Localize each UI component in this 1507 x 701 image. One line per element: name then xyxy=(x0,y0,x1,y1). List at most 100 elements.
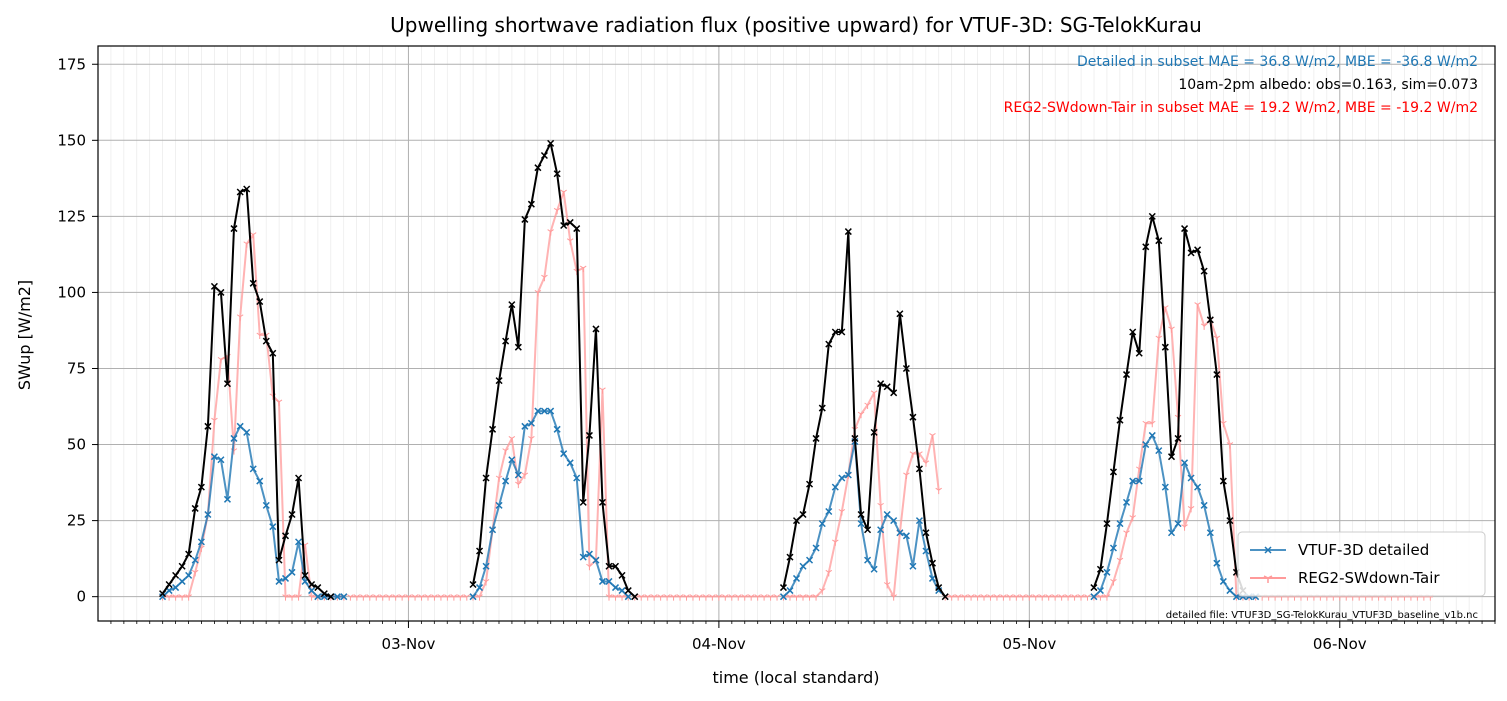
vtuf-3d-detailed-point xyxy=(476,584,484,592)
y-tick-label: 150 xyxy=(57,131,86,149)
observed-point xyxy=(825,340,833,348)
reg2-baseline-marker xyxy=(741,594,748,601)
reg2-baseline-marker xyxy=(392,594,399,601)
reg2-baseline-marker xyxy=(650,594,658,601)
observed-point xyxy=(1161,343,1169,351)
reg2-swdown-tair-point xyxy=(275,399,283,406)
vtuf-3d-detailed-point xyxy=(204,510,212,519)
reg2-swdown-tair-point xyxy=(178,594,186,601)
observed-point xyxy=(877,380,885,388)
reg2-swdown-tair-point xyxy=(599,387,606,394)
observed-point xyxy=(605,562,613,570)
vtuf-3d-detailed-point xyxy=(890,517,898,525)
x-tick-label: 04-Nov xyxy=(692,635,746,653)
annotation-detailed: Detailed in subset MAE = 36.8 W/m2, MBE … xyxy=(1077,54,1478,70)
reg2-swdown-tair-point xyxy=(1200,323,1208,330)
reg2-swdown-tair-point xyxy=(605,594,613,601)
legend: VTUF-3D detailed REG2-SWdown-Tair xyxy=(1237,531,1486,597)
observed-point xyxy=(540,151,548,160)
observed-point xyxy=(320,590,328,598)
reg2-swdown-tair-point xyxy=(799,594,807,601)
vtuf-3d-detailed-point xyxy=(560,450,568,458)
observed-point xyxy=(579,498,587,506)
observed-point xyxy=(890,389,898,397)
vtuf-3d-detailed-point xyxy=(281,574,290,582)
observed-point xyxy=(295,474,303,482)
vtuf-3d-detailed-point xyxy=(540,407,548,415)
legend-marker-reg2 xyxy=(1263,575,1273,583)
vtuf-3d-detailed-point xyxy=(178,577,186,585)
observed-point xyxy=(172,571,180,579)
observed-point xyxy=(838,328,846,336)
observed-point xyxy=(573,225,581,233)
reg2-baseline-marker xyxy=(993,594,1001,601)
reg2-baseline-marker xyxy=(734,594,742,601)
reg2-baseline-marker xyxy=(457,594,464,601)
observed-point xyxy=(624,587,632,595)
reg2-baseline-marker xyxy=(450,594,458,601)
observed-point xyxy=(514,343,522,351)
vtuf-3d-detailed-point xyxy=(922,547,930,555)
reg2-baseline-marker xyxy=(1045,594,1052,601)
observed-point xyxy=(902,364,910,373)
reg2-swdown-tair-point xyxy=(890,594,897,601)
vtuf-3d-detailed-point xyxy=(172,584,180,592)
vtuf-3d-detailed-point xyxy=(308,587,316,595)
vtuf-3d-detailed-point xyxy=(1116,520,1124,528)
x-tick-label: 06-Nov xyxy=(1313,635,1367,653)
vtuf-3d-detailed-point xyxy=(915,517,923,525)
reg2-baseline-marker xyxy=(657,594,664,601)
reg2-baseline-marker xyxy=(767,594,774,601)
observed-point xyxy=(178,562,186,570)
reg2-baseline-marker xyxy=(411,594,419,601)
observed-point xyxy=(560,221,568,230)
vtuf-3d-detailed-point xyxy=(566,459,574,467)
y-tick-label: 175 xyxy=(57,55,86,73)
vtuf-3d-detailed-point xyxy=(1135,477,1143,485)
reg2-swdown-tair-point xyxy=(566,238,574,245)
observed-point xyxy=(489,425,497,433)
observed-point xyxy=(1155,237,1163,245)
reg2-swdown-tair-point xyxy=(870,390,878,397)
footnote: detailed file: VTUF3D_SG-TelokKurau_VTUF… xyxy=(1166,610,1478,621)
vtuf-3d-detailed-point xyxy=(243,428,251,436)
vtuf-3d-detailed-point xyxy=(269,523,277,531)
vtuf-3d-detailed-point xyxy=(495,501,503,509)
observed-point xyxy=(502,337,510,345)
observed-point xyxy=(243,185,251,193)
vtuf-3d-detailed-point xyxy=(844,471,852,479)
vtuf-3d-detailed-point xyxy=(624,593,632,601)
reg2-swdown-tair-point xyxy=(1213,335,1221,343)
vtuf-3d-detailed-point xyxy=(1213,559,1221,567)
observed-point xyxy=(1181,225,1189,233)
observed-point xyxy=(857,510,865,519)
vtuf-3d-detailed-point xyxy=(902,532,910,540)
reg2-baseline-marker xyxy=(1038,594,1046,601)
reg2-baseline-marker xyxy=(689,594,697,601)
reg2-swdown-tair-point xyxy=(521,472,529,479)
vtuf-3d-detailed-point xyxy=(818,520,826,528)
reg2-swdown-tair-point xyxy=(256,332,264,340)
reg2-swdown-tair-point xyxy=(541,274,548,282)
reg2-swdown-tair-point xyxy=(883,582,891,589)
observed-point xyxy=(281,532,290,540)
reg2-baseline-marker xyxy=(1071,594,1078,601)
observed-point xyxy=(236,188,244,196)
observed-point xyxy=(1200,267,1208,275)
reg2-baseline-marker xyxy=(1000,594,1007,601)
vtuf-3d-detailed-point xyxy=(579,553,587,561)
vtuf-3d-detailed-point xyxy=(288,568,296,576)
vtuf-3d-detailed-point xyxy=(605,577,613,585)
observed-point xyxy=(831,328,839,336)
observed-point xyxy=(935,584,943,592)
vtuf-3d-detailed-point xyxy=(236,422,244,430)
reg2-swdown-tair-point xyxy=(508,436,516,443)
reg2-swdown-tair-point xyxy=(476,594,483,601)
vtuf-3d-detailed-point xyxy=(792,574,801,582)
observed-point xyxy=(553,170,561,178)
reg2-baseline-marker xyxy=(424,594,432,601)
vtuf-3d-detailed-point xyxy=(779,593,787,601)
observed-point xyxy=(812,434,820,442)
observed-point xyxy=(598,498,607,506)
